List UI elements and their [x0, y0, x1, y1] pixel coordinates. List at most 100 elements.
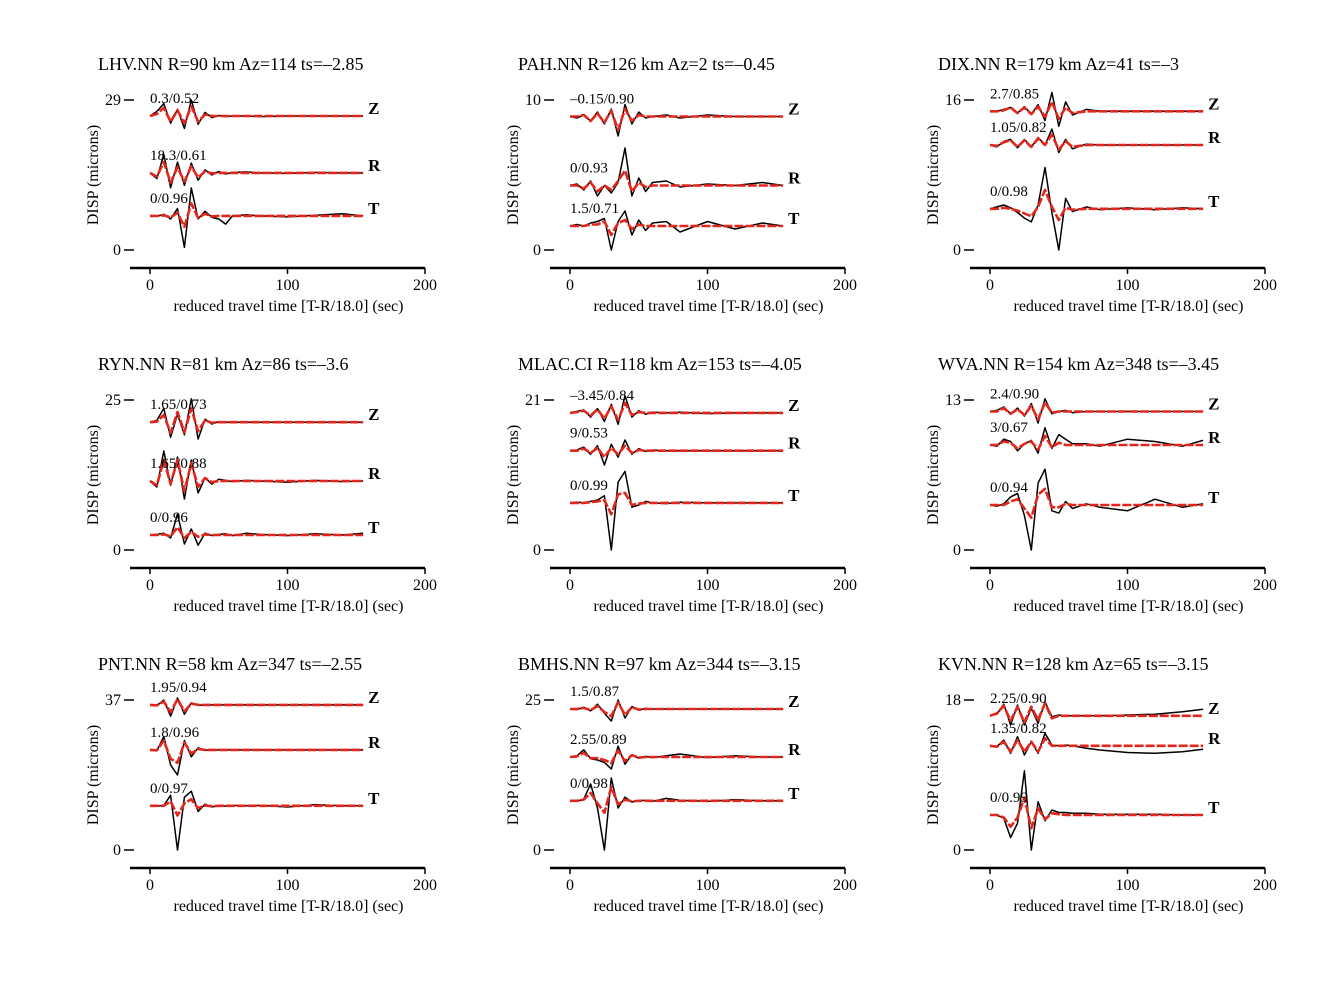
component-label: T	[1208, 488, 1220, 507]
x-tick-label: 200	[1253, 877, 1277, 894]
x-axis-label: reduced travel time [T-R/18.0] (sec)	[1014, 598, 1244, 615]
fit-annotation: 0/0.98	[570, 776, 608, 792]
x-axis-label: reduced travel time [T-R/18.0] (sec)	[1014, 298, 1244, 315]
x-tick-label: 100	[696, 277, 720, 294]
x-tick-label: 0	[146, 877, 154, 894]
component-label: T	[788, 486, 800, 505]
fit-annotation: 2.55/0.89	[570, 732, 627, 748]
x-tick-label: 0	[566, 277, 574, 294]
synthetic-trace	[570, 107, 784, 132]
x-tick-label: 0	[986, 277, 994, 294]
panel-title: WVA.NN R=154 km Az=348 ts=–3.45	[938, 354, 1219, 374]
component-label: Z	[368, 688, 379, 707]
synthetic-trace	[150, 798, 364, 817]
synthetic-trace	[990, 796, 1204, 830]
component-label: Z	[788, 396, 799, 415]
synthetic-trace	[570, 218, 784, 237]
panel-title: BMHS.NN R=97 km Az=344 ts=–3.15	[518, 654, 800, 674]
x-tick-label: 200	[833, 877, 857, 894]
panel-title: LHV.NN R=90 km Az=114 ts=–2.85	[98, 54, 363, 74]
fit-annotation: 1.95/0.94	[150, 680, 207, 696]
x-tick-label: 100	[276, 277, 300, 294]
panel-title: RYN.NN R=81 km Az=86 ts=–3.6	[98, 354, 348, 374]
observed-trace	[569, 147, 784, 197]
fit-annotation: 2.4/0.90	[990, 387, 1039, 403]
x-tick-label: 100	[696, 877, 720, 894]
synthetic-trace	[570, 169, 784, 193]
fit-annotation: 2.25/0.90	[990, 691, 1047, 707]
synthetic-trace	[990, 100, 1204, 121]
fit-annotation: 1.35/0.82	[990, 721, 1047, 737]
component-label: R	[788, 169, 801, 188]
synthetic-trace	[989, 133, 1204, 151]
synthetic-trace	[149, 697, 364, 714]
component-label: Z	[788, 692, 799, 711]
y-tick-label: 0	[953, 842, 961, 859]
component-label: T	[368, 789, 380, 808]
component-label: Z	[1208, 395, 1219, 414]
component-label: T	[1208, 798, 1220, 817]
x-tick-label: 0	[146, 577, 154, 594]
synthetic-trace	[150, 202, 364, 228]
x-axis-label: reduced travel time [T-R/18.0] (sec)	[1014, 898, 1244, 915]
observed-trace	[149, 735, 364, 776]
fit-annotation: 18.3/0.61	[150, 148, 207, 164]
x-tick-label: 0	[986, 877, 994, 894]
fit-annotation: 2.7/0.85	[990, 86, 1039, 102]
y-tick-label: 37	[105, 692, 121, 709]
component-label: Z	[1208, 94, 1219, 113]
y-axis-label: DISP (microns)	[925, 425, 942, 525]
y-tick-label: 0	[113, 542, 121, 559]
x-tick-label: 100	[696, 577, 720, 594]
x-axis-label: reduced travel time [T-R/18.0] (sec)	[594, 898, 824, 915]
panel-title: PNT.NN R=58 km Az=347 ts=–2.55	[98, 654, 362, 674]
x-tick-label: 0	[566, 577, 574, 594]
synthetic-trace	[990, 434, 1204, 451]
synthetic-trace	[990, 188, 1204, 222]
fit-annotation: 1.05/0.82	[990, 120, 1047, 136]
y-tick-label: 0	[953, 242, 961, 259]
x-axis-label: reduced travel time [T-R/18.0] (sec)	[594, 298, 824, 315]
y-tick-label: 25	[105, 392, 121, 409]
x-tick-label: 100	[1116, 877, 1140, 894]
x-tick-label: 200	[413, 577, 437, 594]
panel: PNT.NN R=58 km Az=347 ts=–2.55 DISP (micr…	[85, 654, 437, 915]
x-tick-label: 0	[566, 877, 574, 894]
fit-annotation: 0/0.96	[150, 510, 188, 526]
fit-annotation: 9/0.53	[570, 426, 608, 442]
component-label: R	[1208, 428, 1221, 447]
fit-annotation: 0/0.93	[570, 161, 608, 177]
observed-trace	[149, 513, 364, 546]
y-tick-label: 0	[533, 242, 541, 259]
panel: PAH.NN R=126 km Az=2 ts=–0.45 DISP (micro…	[505, 54, 857, 315]
y-tick-label: 13	[945, 392, 961, 409]
y-axis-label: DISP (microns)	[85, 425, 102, 525]
component-label: R	[368, 464, 381, 483]
synthetic-trace	[149, 407, 364, 435]
panel-title: PAH.NN R=126 km Az=2 ts=–0.45	[518, 54, 775, 74]
fit-annotation: 0/0.98	[990, 184, 1028, 200]
synthetic-trace	[989, 737, 1204, 753]
component-label: Z	[368, 405, 379, 424]
y-tick-label: 21	[525, 392, 541, 409]
panel: WVA.NN R=154 km Az=348 ts=–3.45 DISP (mic…	[925, 354, 1277, 615]
x-axis-label: reduced travel time [T-R/18.0] (sec)	[594, 598, 824, 615]
fit-annotation: –0.15/0.90	[569, 92, 634, 108]
synthetic-trace	[990, 487, 1204, 519]
panel: KVN.NN R=128 km Az=65 ts=–3.15 DISP (micr…	[925, 654, 1277, 915]
component-label: R	[368, 733, 381, 752]
x-tick-label: 200	[1253, 277, 1277, 294]
x-axis-label: reduced travel time [T-R/18.0] (sec)	[174, 898, 404, 915]
component-label: T	[368, 518, 380, 537]
component-label: R	[368, 156, 381, 175]
fit-annotation: 1.8/0.96	[150, 725, 200, 741]
panel-title: DIX.NN R=179 km Az=41 ts=–3	[938, 54, 1179, 74]
synthetic-trace	[990, 401, 1204, 421]
fit-annotation: 0/0.94	[990, 480, 1028, 496]
synthetic-trace	[149, 739, 364, 765]
synthetic-trace	[570, 701, 784, 718]
x-tick-label: 100	[1116, 277, 1140, 294]
y-axis-label: DISP (microns)	[925, 725, 942, 825]
synthetic-trace	[569, 749, 784, 765]
